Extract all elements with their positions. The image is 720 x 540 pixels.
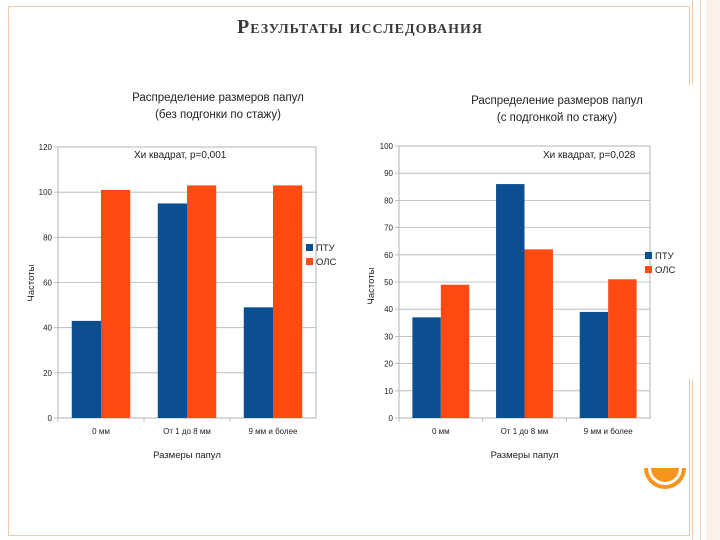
y-axis-title: Частоты (366, 267, 377, 304)
bar-ols (187, 185, 216, 418)
legend-swatch (645, 266, 652, 273)
y-tick-label: 90 (384, 169, 393, 178)
y-tick-label: 30 (384, 332, 393, 341)
bar-ptu (72, 321, 101, 418)
x-category-label: 9 мм и более (248, 427, 298, 436)
chi-square-annotation: Хи квадрат, p=0,001 (134, 150, 227, 161)
bar-ptu (244, 307, 273, 418)
x-axis-title: Размеры папул (153, 450, 221, 461)
x-category-label: От 1 до 8 мм (501, 427, 549, 436)
y-tick-label: 20 (384, 360, 393, 369)
y-tick-label: 0 (48, 414, 53, 423)
y-tick-label: 100 (39, 188, 53, 197)
y-tick-label: 50 (384, 278, 393, 287)
y-tick-label: 40 (384, 305, 393, 314)
bar-ptu (412, 317, 440, 418)
y-tick-label: 60 (43, 279, 52, 288)
y-axis-title: Частоты (26, 264, 37, 301)
bar-ptu (580, 312, 608, 418)
bar-ols (101, 190, 130, 418)
legend-label: ОЛС (316, 257, 337, 268)
x-axis-title: Размеры папул (491, 450, 559, 461)
y-tick-label: 0 (389, 414, 394, 423)
legend-swatch (306, 244, 313, 251)
legend-swatch (645, 252, 652, 259)
bar-ols (608, 279, 636, 418)
chart-title-line: Распределение размеров папул (132, 92, 304, 104)
legend-label: ПТУ (316, 243, 336, 254)
y-tick-label: 40 (43, 324, 52, 333)
bar-ptu (496, 184, 524, 418)
bar-ols (525, 249, 553, 418)
bar-ols (273, 185, 302, 418)
chart-title-line: Распределение размеров папул (471, 95, 643, 107)
chart-title-line: (с подгонкой по стажу) (497, 112, 617, 124)
y-tick-label: 60 (384, 251, 393, 260)
chi-square-annotation: Хи квадрат, p=0,028 (543, 150, 636, 161)
x-category-label: 9 мм и более (584, 427, 634, 436)
legend-label: ОЛС (655, 265, 676, 276)
y-tick-label: 10 (384, 387, 393, 396)
legend-label: ПТУ (655, 251, 675, 262)
y-tick-label: 120 (39, 143, 53, 152)
bar-ols (441, 285, 469, 418)
bar-ptu (158, 203, 187, 418)
x-category-label: От 1 до 8 мм (163, 427, 211, 436)
legend-swatch (306, 258, 313, 265)
chart-title-line: (без подгонки по стажу) (155, 109, 281, 121)
x-category-label: 0 мм (432, 427, 450, 436)
y-tick-label: 80 (43, 233, 52, 242)
y-tick-label: 100 (380, 142, 394, 151)
y-tick-label: 80 (384, 196, 393, 205)
y-tick-label: 70 (384, 224, 393, 233)
orange-semicircle-decoration (642, 466, 688, 496)
y-tick-label: 20 (43, 369, 52, 378)
x-category-label: 0 мм (92, 427, 110, 436)
